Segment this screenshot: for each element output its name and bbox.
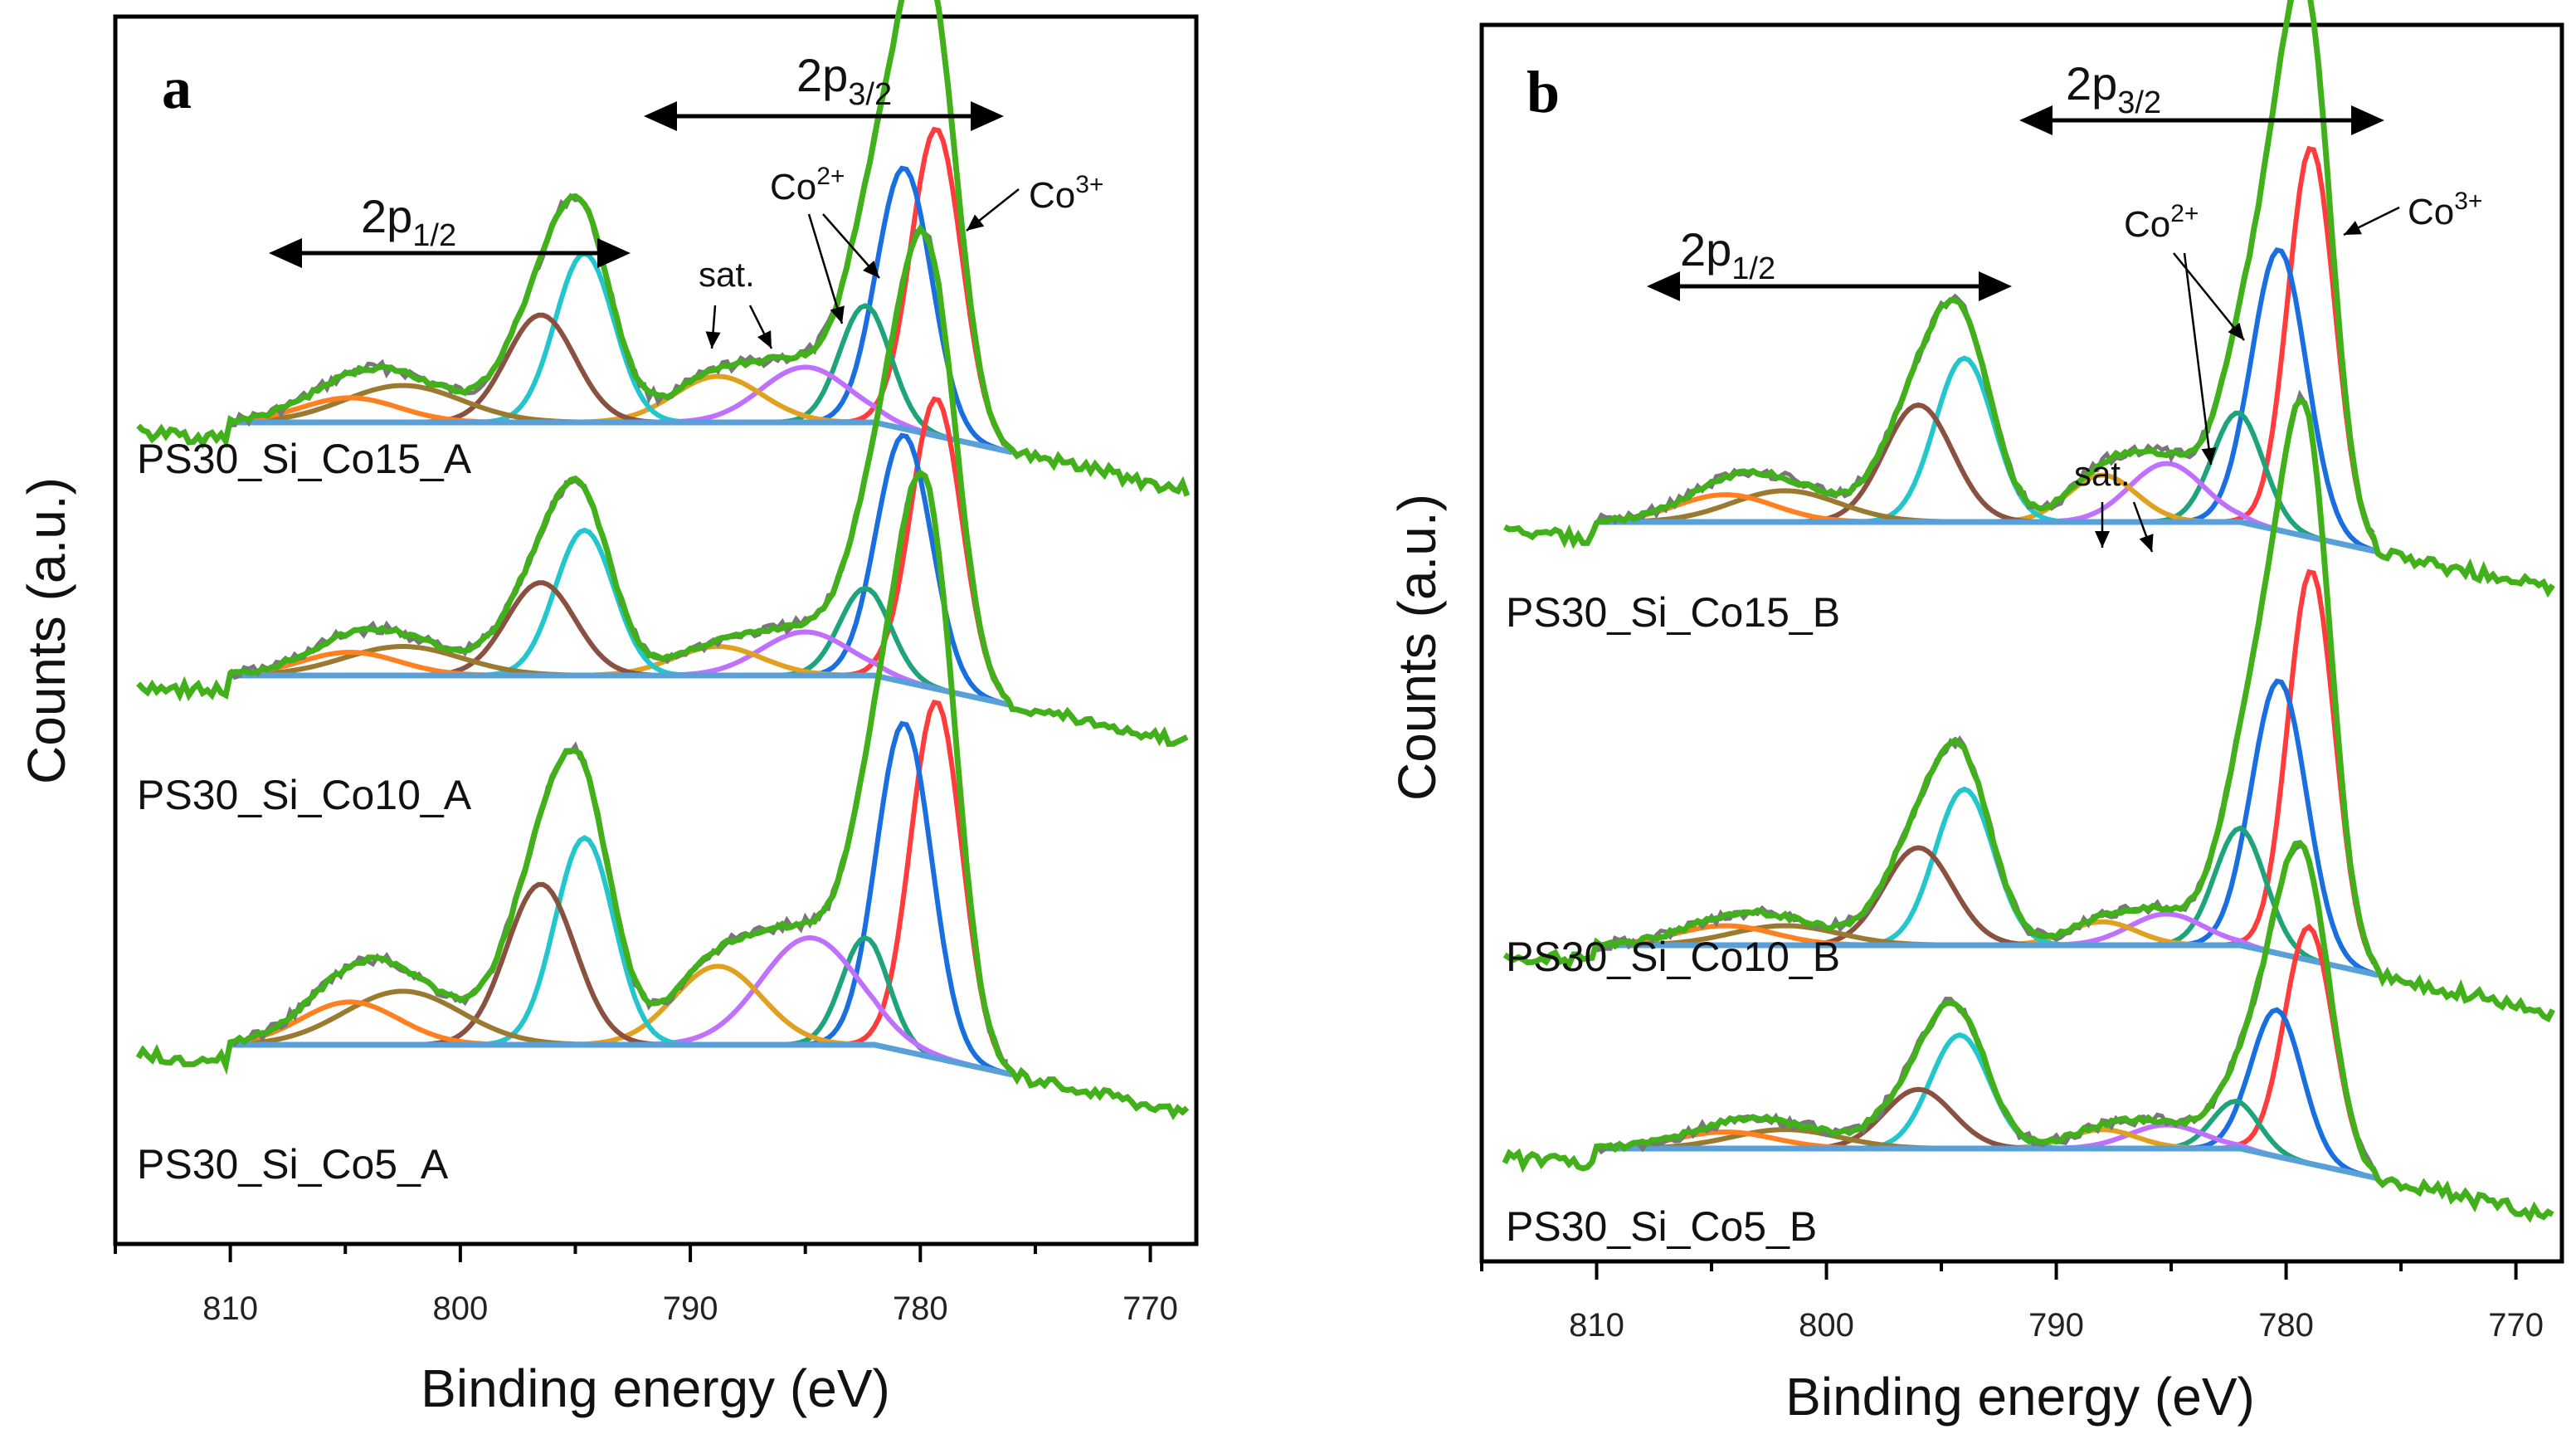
series-PS30_Si_Co5_A: PS30_Si_Co5_A (135, 468, 1190, 1188)
envelope-curve (1503, 0, 2555, 598)
y-axis-label: Counts (a.u.) (1387, 494, 1447, 801)
series-PS30_Si_Co10_A: PS30_Si_Co10_A (136, 223, 1189, 818)
arrow-2p32-left-head (644, 101, 677, 131)
envelope-curve (1502, 840, 2554, 1223)
arrow-2p12-left-head (269, 238, 302, 268)
series-PS30_Si_Co10_B: PS30_Si_Co10_B (1502, 389, 2556, 1022)
annotations: 2p3/2 2p1/2 sat. Co2+ Co3+ (1647, 57, 2482, 553)
arrow-sat-0-head (705, 331, 721, 349)
background-curve (1596, 519, 2379, 555)
arrow-2p12-right-head (597, 238, 631, 268)
x-tick-label-800: 800 (1799, 1307, 1854, 1344)
arrow-2p12-left-head (1647, 271, 1680, 301)
panel-letter-a: a (162, 55, 192, 121)
x-tick-label-810: 810 (202, 1290, 258, 1327)
x-tick-label-780: 780 (2258, 1307, 2314, 1344)
x-tick-label-770: 770 (2488, 1307, 2544, 1344)
sample-label-PS30_Si_Co5_A: PS30_Si_Co5_A (137, 1141, 449, 1188)
arrow-co3plus-0-head (2344, 221, 2362, 235)
envelope-curve (1502, 397, 2556, 1022)
arrow-co2plus-1-head (863, 261, 879, 278)
annotations: 2p3/2 2p1/2 sat. Co2+ Co3+ (269, 49, 1103, 349)
x-axis-label: Binding energy (eV) (1785, 1367, 2255, 1427)
background-curve (1596, 1145, 2379, 1182)
arrow-sat-0-head (2095, 531, 2110, 548)
label-2p12: 2p1/2 (1680, 223, 1775, 286)
label-co3plus: Co3+ (1029, 171, 1103, 216)
background-curve (230, 419, 1013, 456)
arrow-co2plus-0-head (830, 305, 845, 324)
component-peak-6 (1596, 402, 2374, 554)
series-PS30_Si_Co15_A: PS30_Si_Co15_A (136, 0, 1191, 497)
sample-label-PS30_Si_Co10_A: PS30_Si_Co10_A (137, 772, 472, 818)
label-co3plus: Co3+ (2408, 188, 2482, 232)
arrow-sat-1-head (757, 330, 772, 349)
arrow-co2plus-1-head (2201, 447, 2217, 465)
label-2p32: 2p3/2 (796, 49, 892, 112)
arrow-2p32-right-head (971, 101, 1004, 131)
arrow-co2plus-1 (2183, 252, 2213, 466)
series-PS30_Si_Co5_B: PS30_Si_Co5_B (1502, 840, 2554, 1250)
series-PS30_Si_Co15_B: PS30_Si_Co15_B (1503, 0, 2555, 636)
arrow-2p12-right-head (1979, 271, 2012, 301)
sample-label-PS30_Si_Co5_B: PS30_Si_Co5_B (1506, 1203, 1817, 1250)
background-curve (230, 672, 1013, 709)
envelope-curve (136, 0, 1191, 497)
arrow-co2plus-0 (2173, 252, 2245, 341)
component-peak-1 (230, 165, 1009, 454)
panel-b: 810 800 790 780 770 Binding energy (eV) Counts… (1387, 0, 2564, 1427)
label-sat: sat. (2074, 454, 2130, 493)
arrow-2p32-left-head (2019, 105, 2053, 135)
x-tick-label-810: 810 (1569, 1307, 1624, 1344)
arrow-co2plus-0 (807, 213, 844, 324)
arrow-sat-1-head (2139, 534, 2154, 552)
label-sat: sat. (699, 255, 755, 294)
component-peak-3 (230, 934, 1009, 1076)
x-tick-label-770: 770 (1122, 1290, 1178, 1327)
panel-letter-b: b (1527, 59, 1560, 125)
x-tick-label-800: 800 (432, 1290, 488, 1327)
x-tick-label-790: 790 (2028, 1307, 2084, 1344)
label-co2plus: Co2+ (770, 163, 845, 207)
x-axis-label: Binding energy (eV) (421, 1358, 890, 1418)
x-tick-label-790: 790 (663, 1290, 718, 1327)
plot-frame (113, 14, 1199, 1246)
label-2p32: 2p3/2 (2066, 57, 2161, 120)
sample-label-PS30_Si_Co15_A: PS30_Si_Co15_A (137, 436, 472, 482)
label-2p12: 2p1/2 (361, 190, 456, 253)
plot-frame (1479, 22, 2564, 1264)
envelope-curve (135, 469, 1190, 1120)
arrow-co3plus-0-head (967, 214, 985, 231)
envelope-curve (136, 223, 1189, 747)
arrow-co2plus-0-head (2228, 322, 2244, 340)
sample-label-PS30_Si_Co15_B: PS30_Si_Co15_B (1506, 589, 1840, 636)
component-peak-2 (230, 934, 1009, 1076)
arrow-2p32-right-head (2351, 105, 2384, 135)
background-curve (1596, 942, 2379, 978)
background-curve (230, 1041, 1013, 1078)
label-co2plus: Co2+ (2124, 200, 2199, 245)
y-axis-label: Counts (a.u.) (17, 477, 76, 784)
panel-a: 810 800 790 780 770 Binding energy (eV) Counts… (17, 0, 1199, 1418)
sample-label-PS30_Si_Co10_B: PS30_Si_Co10_B (1506, 934, 1840, 980)
x-tick-label-780: 780 (893, 1290, 948, 1327)
